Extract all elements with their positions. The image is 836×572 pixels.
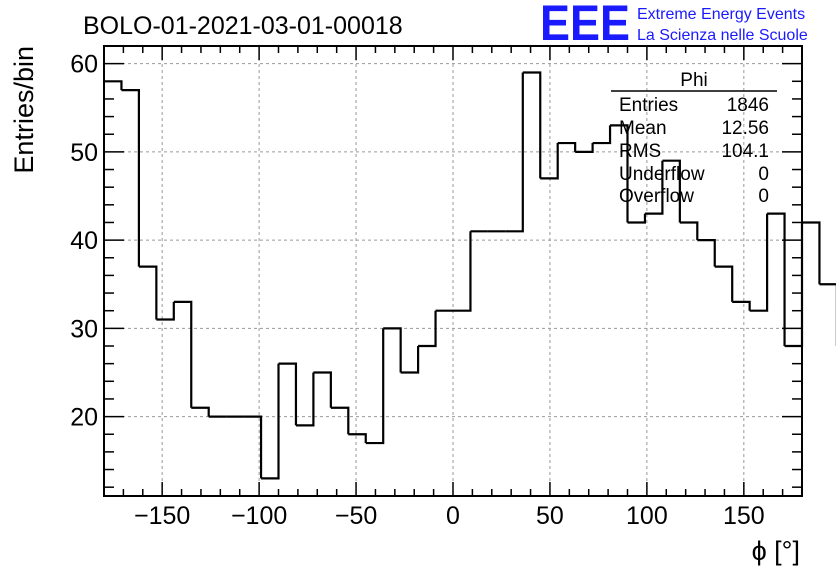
histogram-bin: [679, 221, 699, 241]
histogram-bin: [104, 80, 123, 91]
stats-label-entries: Entries: [619, 95, 678, 116]
plot-frame: [103, 45, 803, 497]
histogram-bin: [138, 265, 158, 320]
histogram-bin: [121, 89, 140, 267]
histogram-bin: [714, 265, 734, 302]
histogram-bin: [348, 433, 367, 444]
histogram-bin: [557, 141, 577, 152]
chart-title: BOLO-01-2021-03-01-00018: [83, 12, 403, 40]
histogram-bin: [313, 371, 332, 408]
stats-label-mean: Mean: [619, 118, 667, 139]
histogram-bin: [156, 301, 175, 321]
histogram-bin: [261, 363, 280, 480]
y-tick-label: 50: [70, 139, 98, 167]
histogram-bin: [505, 72, 524, 233]
x-axis-label: ϕ [°]: [752, 536, 800, 566]
stats-value-underflow: 0: [758, 164, 769, 185]
histogram-bin: [610, 124, 629, 223]
stats-value-entries: 1846: [727, 95, 769, 116]
histogram-bin: [243, 415, 263, 479]
histogram-bin: [784, 222, 804, 348]
stats-value-overflow: 0: [758, 186, 769, 207]
stats-value-rms: 104.1: [721, 141, 769, 162]
histogram-bin: [575, 143, 594, 153]
logo-line-1: Extreme Energy Events: [637, 6, 805, 23]
x-tick-label: 50: [536, 502, 564, 530]
histogram-bin: [522, 71, 542, 179]
histogram-bin: [697, 239, 716, 267]
histogram-bin: [400, 346, 420, 374]
stats-title: Phi: [680, 70, 707, 91]
histogram-bin: [644, 160, 664, 215]
histogram-bin: [540, 143, 559, 180]
histogram-bin: [418, 310, 437, 348]
histogram-bin: [191, 406, 210, 417]
stats-box: Phi Entries 1846 Mean 12.56 RMS 104.1 Un…: [611, 70, 777, 207]
axis-tick-labels: −150 −100 −50 0 50 100 150 20 30 40 50 60: [70, 51, 765, 530]
logo-line-2: La Scienza nelle Scuole: [637, 27, 808, 44]
histogram-bars: [104, 71, 836, 480]
y-axis-label: Entries/bin: [9, 46, 39, 174]
y-tick-label: 40: [70, 227, 98, 255]
histogram-bin: [627, 213, 647, 224]
histogram-bin: [749, 213, 769, 312]
stats-label-overflow: Overflow: [619, 186, 694, 207]
x-tick-label: 100: [626, 502, 668, 530]
y-tick-label: 60: [70, 51, 98, 79]
x-tick-label: 0: [446, 502, 460, 530]
y-tick-label: 20: [70, 404, 98, 432]
stats-label-underflow: Underflow: [619, 164, 705, 185]
histogram-bin: [365, 328, 385, 445]
stats-value-mean: 12.56: [721, 118, 769, 139]
histogram-bin: [330, 406, 350, 435]
x-tick-label: −150: [134, 502, 190, 530]
histogram-bin: [453, 231, 472, 312]
histogram-bin: [592, 125, 612, 145]
x-tick-label: −50: [335, 502, 377, 530]
histogram-bin: [662, 159, 681, 223]
histogram-bin: [767, 212, 786, 346]
grid-lines: [104, 46, 802, 496]
histogram-bin: [802, 221, 821, 285]
x-tick-label: −100: [231, 502, 287, 530]
eee-logo-mark: EEE: [540, 0, 630, 51]
y-tick-label: 30: [70, 315, 98, 343]
histogram-bin: [278, 362, 298, 426]
histogram-bin: [383, 327, 402, 373]
x-tick-label: 150: [723, 502, 765, 530]
histogram-bin: [819, 283, 836, 346]
histogram-bin: [295, 372, 315, 427]
histogram-bin: [173, 300, 193, 408]
histogram-bin: [732, 300, 751, 311]
stats-label-rms: RMS: [619, 141, 661, 162]
